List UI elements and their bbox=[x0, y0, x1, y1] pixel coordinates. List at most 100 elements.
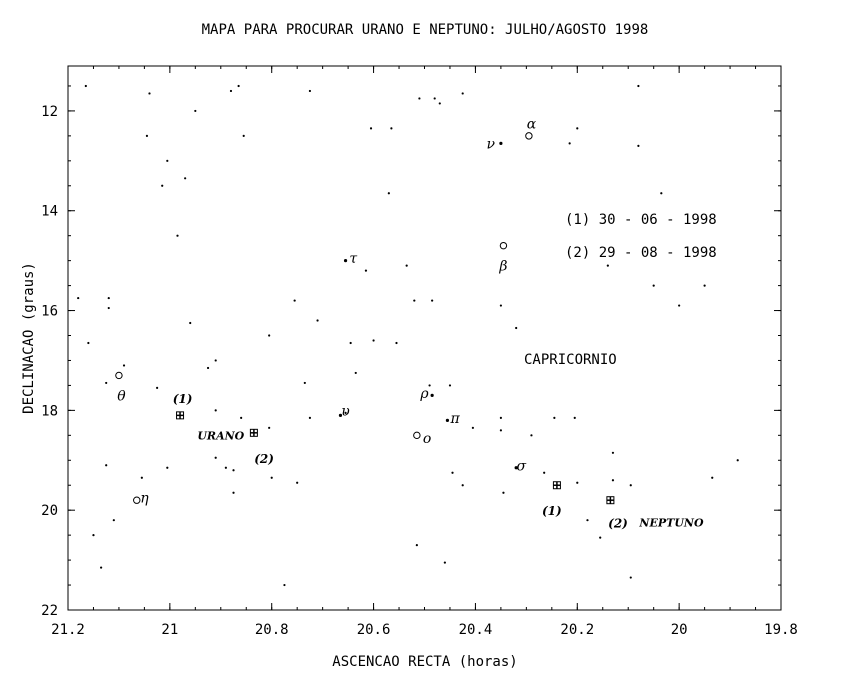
constellation-label: CAPRICORNIO bbox=[524, 352, 617, 368]
star-point bbox=[530, 434, 533, 437]
star-point bbox=[502, 491, 505, 494]
star-point bbox=[515, 326, 518, 330]
star-point bbox=[433, 97, 436, 100]
star-greek-label: β bbox=[498, 259, 507, 275]
planet-name-label: NEPTUNO bbox=[638, 517, 704, 530]
x-tick-label: 20.4 bbox=[459, 622, 493, 638]
star-point bbox=[166, 466, 169, 469]
x-tick-label: 20.8 bbox=[255, 622, 289, 638]
star-point bbox=[448, 384, 452, 387]
star-point bbox=[611, 451, 615, 454]
star-point bbox=[270, 476, 273, 479]
star-point bbox=[369, 127, 373, 130]
star-greek-label: π bbox=[449, 411, 460, 427]
star-point bbox=[637, 144, 640, 147]
star-point bbox=[229, 89, 233, 93]
star-greek-label: ο bbox=[423, 431, 431, 447]
star-point bbox=[499, 304, 502, 307]
x-tick-label: 21 bbox=[161, 622, 178, 638]
star-point bbox=[576, 481, 579, 484]
star-point bbox=[586, 519, 589, 522]
star-point bbox=[77, 296, 80, 300]
star-point bbox=[189, 321, 192, 325]
star-point bbox=[232, 491, 235, 494]
star-point bbox=[161, 184, 164, 187]
star-point bbox=[553, 416, 556, 419]
y-tick-label: 12 bbox=[41, 104, 58, 120]
planet-name-label: URANO bbox=[197, 429, 244, 442]
star-point bbox=[390, 127, 393, 130]
star-point bbox=[84, 84, 87, 88]
star-point bbox=[573, 416, 576, 419]
star-point bbox=[105, 464, 108, 467]
named-star-dot bbox=[343, 259, 348, 263]
named-star-dot bbox=[338, 413, 343, 417]
star-point bbox=[105, 381, 108, 385]
star-point bbox=[418, 97, 421, 100]
star-greek-label: ρ bbox=[419, 386, 429, 402]
named-stars: α ν β τ θ ρ υ π ο σ η bbox=[115, 116, 537, 507]
star-greek-label: θ bbox=[117, 388, 126, 404]
star-point bbox=[660, 192, 663, 195]
star-point bbox=[240, 416, 243, 419]
star-point bbox=[428, 384, 431, 387]
star-point bbox=[214, 456, 217, 459]
planet-epoch-label: (1) bbox=[173, 392, 193, 406]
field-stars bbox=[77, 84, 739, 587]
star-point bbox=[148, 92, 151, 95]
star-point bbox=[443, 561, 446, 564]
axis-ticks bbox=[67, 66, 782, 611]
star-greek-label: τ bbox=[349, 251, 357, 267]
star-point bbox=[372, 339, 375, 342]
star-point bbox=[122, 364, 126, 367]
star-point bbox=[87, 341, 90, 345]
star-point bbox=[107, 296, 110, 300]
star-point bbox=[703, 284, 706, 287]
star-point bbox=[293, 299, 296, 302]
star-point bbox=[364, 269, 368, 272]
planet-epoch-label: (2) bbox=[254, 452, 274, 466]
star-point bbox=[431, 299, 434, 302]
y-tick-label: 22 bbox=[41, 603, 58, 619]
named-star-dot bbox=[445, 418, 450, 422]
star-point bbox=[296, 481, 299, 484]
star-point bbox=[184, 177, 187, 180]
y-tick-label: 18 bbox=[41, 403, 58, 419]
star-point bbox=[92, 534, 95, 537]
planet-positions: (1) (2) URANO (1) (2) NEPTUNO bbox=[173, 392, 704, 531]
star-point bbox=[395, 341, 398, 345]
star-point bbox=[629, 576, 632, 579]
x-tick-label: 20.2 bbox=[560, 622, 594, 638]
star-point bbox=[268, 426, 271, 429]
star-point bbox=[606, 264, 609, 267]
legend-entry-2: (2) 29 - 08 - 1998 bbox=[565, 245, 717, 261]
star-point bbox=[599, 536, 602, 539]
y-tick-labels: 12 14 16 18 20 22 bbox=[41, 104, 58, 619]
star-point bbox=[206, 366, 210, 370]
star-point bbox=[176, 234, 179, 237]
x-tick-label: 20 bbox=[671, 622, 688, 638]
y-tick-label: 20 bbox=[41, 503, 58, 519]
star-point bbox=[611, 479, 615, 482]
star-point bbox=[736, 459, 739, 462]
legend-entry-1: (1) 30 - 06 - 1998 bbox=[565, 212, 717, 228]
star-greek-label: σ bbox=[516, 458, 526, 474]
named-star-circle bbox=[525, 132, 533, 140]
x-tick-label: 21.2 bbox=[51, 622, 85, 638]
star-point bbox=[568, 142, 571, 145]
star-point bbox=[576, 127, 579, 130]
star-point bbox=[242, 134, 245, 137]
star-greek-label: υ bbox=[341, 403, 350, 419]
x-axis-label: ASCENCAO RECTA (horas) bbox=[332, 654, 517, 670]
chart-title: MAPA PARA PROCURAR URANO E NEPTUNO: JULH… bbox=[202, 22, 649, 38]
star-point bbox=[107, 306, 110, 310]
planet-epoch-label: (2) bbox=[608, 517, 628, 531]
star-point bbox=[451, 471, 454, 474]
x-tick-label: 19.8 bbox=[764, 622, 798, 638]
star-point bbox=[100, 566, 103, 569]
named-star-circle bbox=[115, 371, 123, 380]
star-point bbox=[166, 159, 169, 162]
star-point bbox=[354, 371, 357, 375]
star-point bbox=[308, 89, 312, 93]
